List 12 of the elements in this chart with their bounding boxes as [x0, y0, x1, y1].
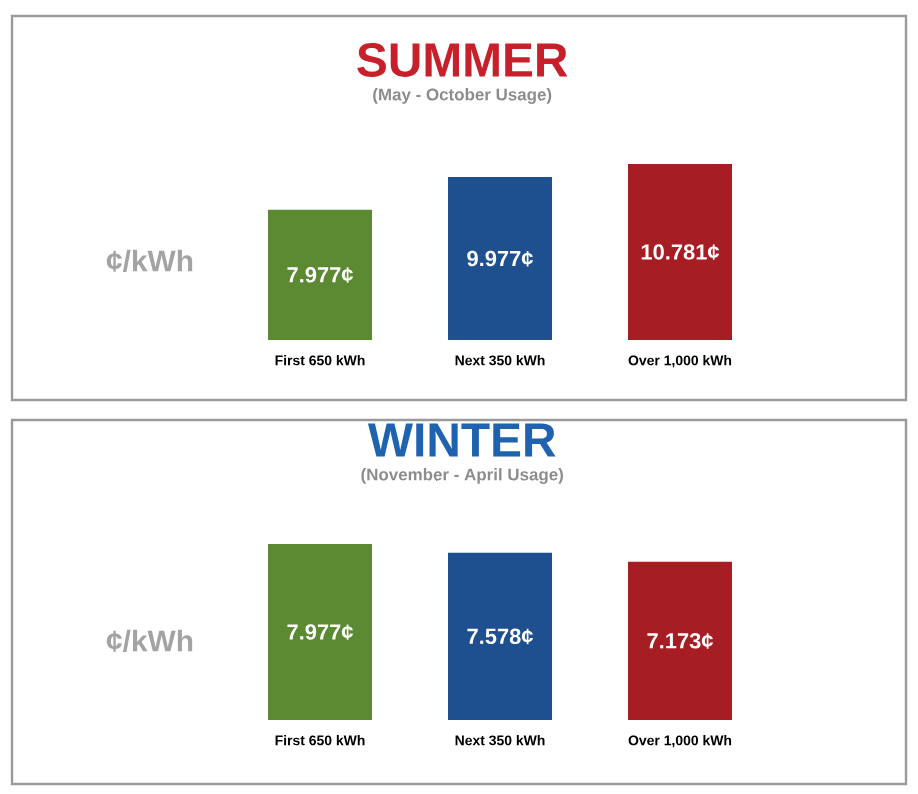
- data-label: 9.977¢: [467, 250, 534, 267]
- chart-title: WINTER: [367, 423, 556, 457]
- data-label: 7.977¢: [287, 624, 354, 640]
- data-label: 10.781¢: [641, 244, 720, 260]
- y-axis-title: ¢/kWh: [106, 249, 193, 272]
- chart-subtitle: (May - October Usage): [373, 88, 552, 104]
- chart-title: SUMMER: [357, 43, 568, 77]
- data-label: 7.977¢: [287, 267, 354, 283]
- chart-subtitle: (November - April Usage): [361, 468, 563, 484]
- data-label: 7.578¢: [467, 628, 534, 645]
- y-axis-title: ¢/kWh: [106, 629, 193, 652]
- data-label: 7.173¢: [647, 633, 714, 649]
